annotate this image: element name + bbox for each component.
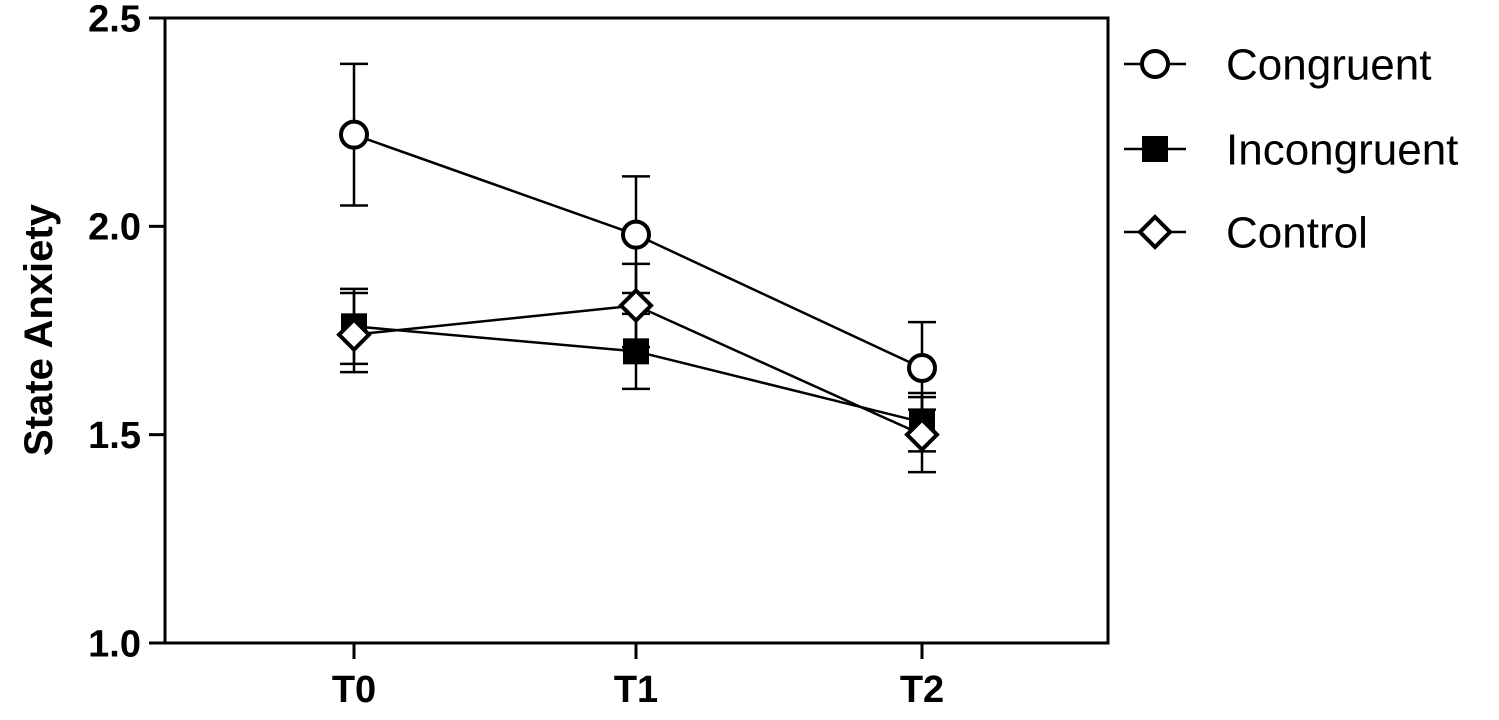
legend-label: Incongruent (1226, 125, 1458, 174)
data-point-congruent (339, 119, 369, 150)
y-tick-label: 1.5 (88, 415, 141, 457)
series-line-control (353, 304, 923, 436)
data-point-control (336, 316, 372, 353)
series-layer (336, 62, 940, 474)
y-axis: 1.0 1.5 2.0 2.5 (88, 0, 165, 665)
y-tick-label: 2.5 (88, 0, 141, 40)
data-point-control (904, 416, 940, 453)
x-tick-label: T0 (332, 669, 376, 711)
legend: Congruent Incongruent Control (1124, 40, 1458, 257)
data-point-incongruent (623, 338, 649, 365)
series-markers (336, 119, 940, 453)
data-point-control (618, 287, 654, 324)
y-axis-title: State Anxiety (17, 203, 61, 456)
data-point-congruent (621, 219, 651, 250)
data-point-congruent (907, 353, 937, 383)
legend-label: Control (1226, 208, 1368, 257)
error-bars (340, 62, 936, 474)
x-tick-label: T2 (900, 669, 944, 711)
y-tick-label: 2.0 (88, 207, 141, 249)
legend-marker (1142, 136, 1168, 162)
x-tick-label: T1 (614, 669, 658, 711)
legend-item-control: Control (1124, 208, 1368, 257)
legend-item-incongruent: Incongruent (1124, 125, 1458, 174)
legend-label: Congruent (1226, 40, 1431, 89)
y-tick-label: 1.0 (88, 623, 141, 665)
x-axis: T0 T1 T2 (332, 643, 944, 711)
legend-marker (1140, 49, 1170, 79)
legend-marker (1137, 214, 1173, 250)
legend-item-congruent: Congruent (1124, 40, 1431, 89)
